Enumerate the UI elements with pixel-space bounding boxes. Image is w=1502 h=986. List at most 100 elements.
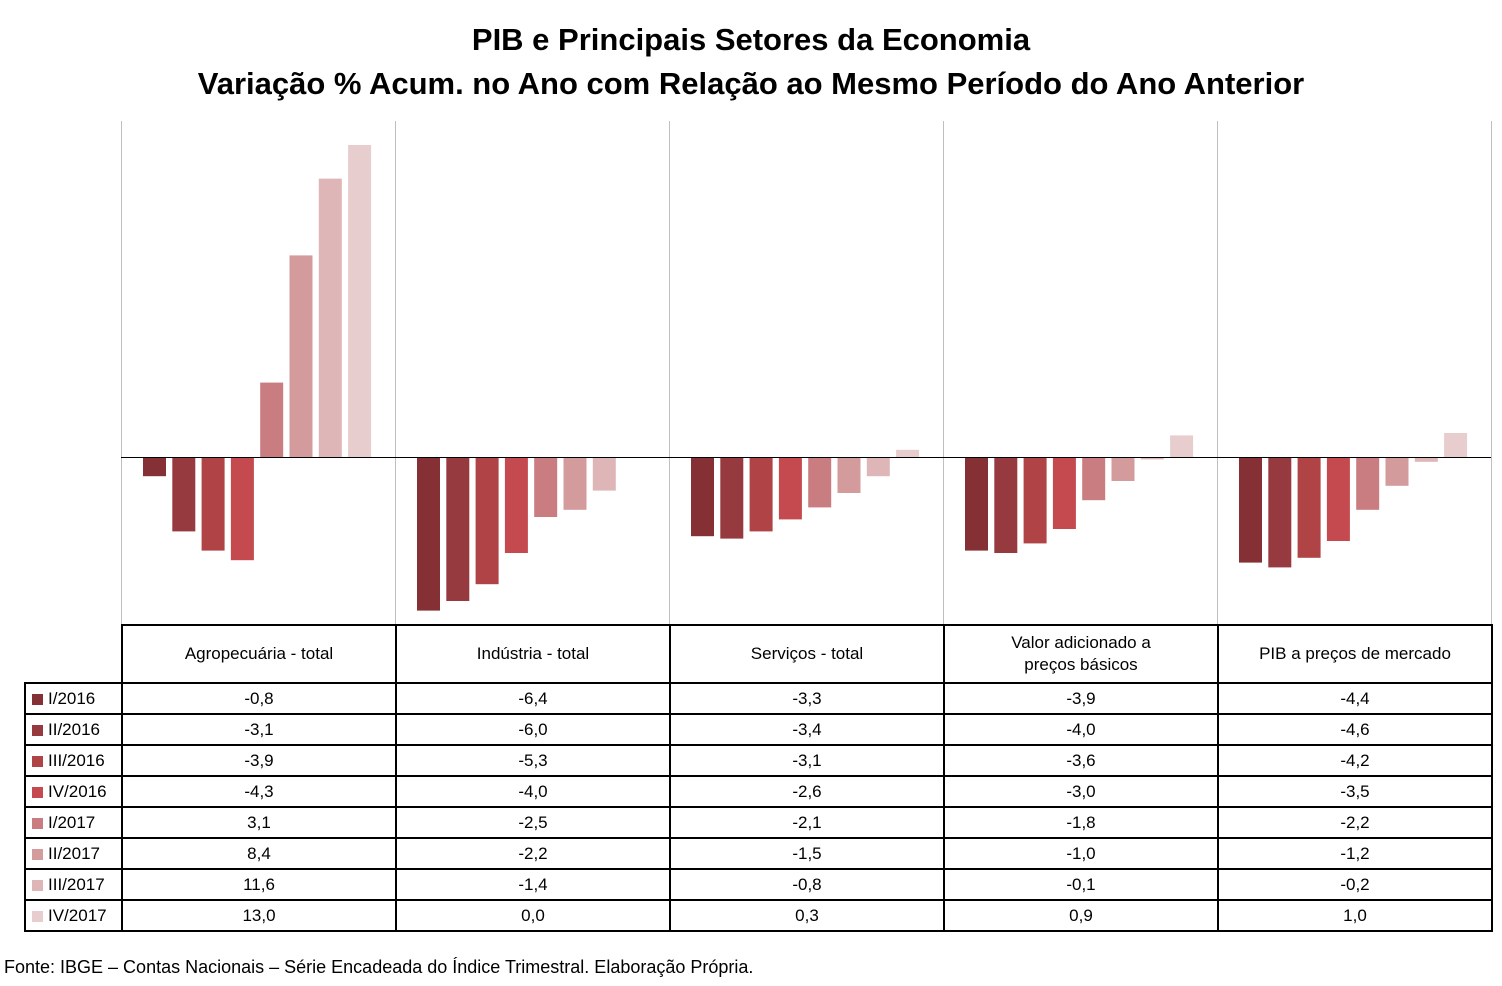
data-label: -0,1 — [943, 868, 1219, 901]
bar-plot-area — [121, 121, 1492, 624]
legend-swatch — [32, 755, 43, 767]
bar — [201, 457, 225, 551]
bar — [230, 457, 254, 561]
data-label: -6,0 — [395, 713, 671, 746]
data-label: -3,9 — [943, 682, 1219, 715]
legend-label: II/2016 — [48, 719, 100, 739]
table-corner — [25, 625, 123, 684]
bar — [1140, 457, 1164, 460]
table-row: III/2016 -3,9 -5,3 -3,1 -3,6 -4,2 — [24, 744, 1493, 777]
chart-title: PIB e Principais Setores da Economia — [471, 22, 1031, 57]
data-table: Agropecuária - total Indústria - total Ser… — [24, 624, 1493, 932]
legend-swatch — [32, 786, 43, 798]
data-label: 0,3 — [669, 899, 945, 932]
bar — [720, 457, 744, 539]
bar — [534, 457, 558, 517]
legend-entry: III/2017 — [24, 868, 123, 901]
data-label: 13,0 — [121, 899, 397, 932]
bar — [417, 457, 440, 611]
bar — [475, 457, 499, 585]
source-note: Fonte: IBGE – Contas Nacionais – Série E… — [4, 957, 754, 977]
table-row: II/2017 8,4 -2,2 -1,5 -1,0 -1,2 — [24, 837, 1493, 870]
data-label: -1,5 — [669, 837, 945, 870]
table-row: I/2017 3,1 -2,5 -2,1 -1,8 -2,2 — [24, 806, 1493, 839]
legend-entry: I/2016 — [24, 682, 123, 715]
bar — [143, 457, 166, 477]
legend-label: IV/2016 — [48, 781, 107, 801]
legend-swatch — [32, 817, 43, 829]
data-label: -4,6 — [1217, 713, 1493, 746]
legend-entry: I/2017 — [24, 806, 123, 839]
bar — [348, 145, 372, 457]
table-column-header: Valor adicionado a preços básicos — [943, 624, 1219, 684]
legend-swatch — [32, 724, 43, 736]
data-label: -3,4 — [669, 713, 945, 746]
data-label: -0,8 — [121, 682, 397, 715]
bar — [1385, 457, 1409, 486]
data-label: 0,0 — [395, 899, 671, 932]
bar — [994, 457, 1018, 553]
data-label: -4,0 — [943, 713, 1219, 746]
data-label: -3,3 — [669, 682, 945, 715]
data-label: -4,3 — [121, 775, 397, 808]
table-row: IV/2017 13,0 0,0 0,3 0,9 1,0 — [24, 899, 1493, 932]
legend-entry: II/2017 — [24, 837, 123, 870]
bar — [172, 457, 196, 532]
data-label: -0,2 — [1217, 868, 1493, 901]
data-label: -3,9 — [121, 744, 397, 777]
data-label: -2,5 — [395, 806, 671, 839]
data-label: -3,0 — [943, 775, 1219, 808]
table-column-header: Agropecuária - total — [121, 624, 397, 684]
bar — [691, 457, 714, 537]
legend-entry: IV/2016 — [24, 775, 123, 808]
legend-label: IV/2017 — [48, 905, 107, 925]
bar — [446, 457, 470, 601]
bar — [1414, 457, 1438, 462]
bar — [749, 457, 773, 532]
data-label: -3,5 — [1217, 775, 1493, 808]
table-row: I/2016 -0,8 -6,4 -3,3 -3,9 -4,4 — [24, 682, 1493, 715]
bar — [1111, 457, 1135, 481]
bar — [318, 178, 342, 457]
table-column-header: Indústria - total — [395, 624, 671, 684]
legend-label: I/2017 — [48, 812, 96, 832]
legend-entry: II/2016 — [24, 713, 123, 746]
data-label: -5,3 — [395, 744, 671, 777]
data-label: -6,4 — [395, 682, 671, 715]
table-row: III/2017 11,6 -1,4 -0,8 -0,1 -0,2 — [24, 868, 1493, 901]
data-label: -1,0 — [943, 837, 1219, 870]
data-label: -3,1 — [121, 713, 397, 746]
bar — [289, 255, 313, 457]
data-label: 11,6 — [121, 868, 397, 901]
legend-swatch — [32, 910, 43, 922]
data-label: 8,4 — [121, 837, 397, 870]
bar — [866, 457, 890, 477]
bar — [1326, 457, 1350, 541]
data-label: -1,4 — [395, 868, 671, 901]
bar — [1239, 457, 1262, 563]
bar — [260, 382, 284, 457]
data-label: -2,2 — [395, 837, 671, 870]
bar — [1052, 457, 1076, 529]
bar — [896, 449, 920, 457]
bar — [563, 457, 587, 510]
legend-entry: IV/2017 — [24, 899, 123, 932]
data-label: 0,9 — [943, 899, 1219, 932]
data-label: -4,4 — [1217, 682, 1493, 715]
chart-subtitle: Variação % Acum. no Ano com Relação ao M… — [197, 66, 1305, 101]
data-label: -2,2 — [1217, 806, 1493, 839]
data-label: -4,0 — [395, 775, 671, 808]
data-label: -3,6 — [943, 744, 1219, 777]
data-label: 3,1 — [121, 806, 397, 839]
bar — [1268, 457, 1292, 568]
table-column-header: PIB a preços de mercado — [1217, 624, 1493, 684]
data-label: -1,2 — [1217, 837, 1493, 870]
legend-label: II/2017 — [48, 843, 100, 863]
legend-swatch — [32, 693, 43, 705]
bar — [504, 457, 528, 553]
legend-label: III/2017 — [48, 874, 105, 894]
bar — [1023, 457, 1047, 544]
data-label: -3,1 — [669, 744, 945, 777]
bar — [592, 457, 616, 491]
bar — [1170, 435, 1194, 457]
